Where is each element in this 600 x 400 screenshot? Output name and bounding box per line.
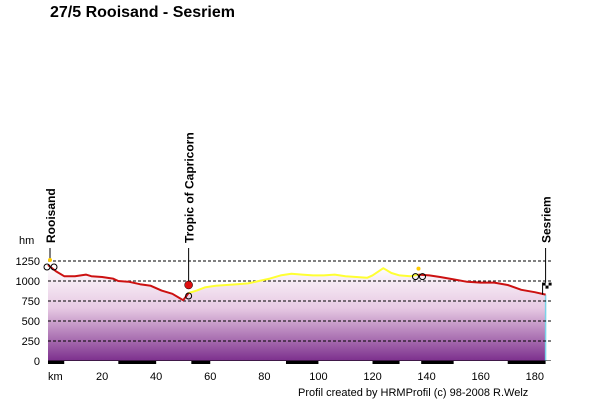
y-axis-label: hm <box>19 235 34 247</box>
bike-icon-start <box>43 263 51 271</box>
waypoint-label-0: Rooisand <box>44 188 58 243</box>
x-axis-block-1 <box>118 361 157 364</box>
chart-title: 27/5 Rooisand - Sesriem <box>50 4 235 21</box>
finish-flag-cell <box>548 282 552 286</box>
finish-flag-cell <box>542 282 546 286</box>
rider-icon <box>416 266 421 271</box>
x-axis-block-6 <box>507 361 546 364</box>
x-axis-label: km <box>48 371 63 383</box>
x-axis-block-2 <box>191 361 211 364</box>
profile-line-segment-1 <box>188 267 419 294</box>
bike-icon-mid <box>185 292 193 300</box>
profile-line-segment-2 <box>418 273 546 296</box>
waypoint-label-1: Tropic of Capricorn <box>183 132 197 243</box>
bike-wheel-icon <box>418 273 426 281</box>
x-tick-label-60: 60 <box>204 371 216 383</box>
x-tick-label-100: 100 <box>309 371 327 383</box>
y-tick-label-1000: 1000 <box>16 276 40 288</box>
y-tick-label-500: 500 <box>22 316 40 328</box>
y-tick-label-1250: 1250 <box>16 256 40 268</box>
x-tick-label-160: 160 <box>472 371 490 383</box>
x-tick-label-140: 140 <box>417 371 435 383</box>
finish-flag-cell <box>545 282 549 286</box>
red-dot-icon <box>184 280 193 290</box>
x-axis-block-4 <box>372 361 400 364</box>
bike-wheel-icon-start <box>50 263 58 271</box>
credit-text: Profil created by HRMProfil (c) 98-2008 … <box>298 387 529 399</box>
finish-flag-icon <box>542 282 552 295</box>
y-tick-label-250: 250 <box>22 336 40 348</box>
x-axis-block-0 <box>48 361 65 364</box>
x-tick-label-120: 120 <box>363 371 381 383</box>
finish-flag-cell <box>548 285 552 289</box>
waypoint-label-2: Sesriem <box>540 196 554 243</box>
profile-line-segment-0 <box>47 264 190 302</box>
x-tick-label-80: 80 <box>258 371 270 383</box>
finish-flag-cell <box>545 285 549 289</box>
x-tick-label-40: 40 <box>150 371 162 383</box>
y-tick-label-0: 0 <box>34 356 40 368</box>
rider-icon-start <box>48 258 52 262</box>
x-axis-block-5 <box>421 361 454 364</box>
finish-flag-cell <box>542 285 546 289</box>
x-tick-label-20: 20 <box>96 371 108 383</box>
bike-icon <box>411 273 419 281</box>
y-tick-label-750: 750 <box>22 296 40 308</box>
x-axis-block-3 <box>285 361 319 364</box>
profile-area <box>48 265 546 361</box>
x-tick-label-180: 180 <box>526 371 544 383</box>
